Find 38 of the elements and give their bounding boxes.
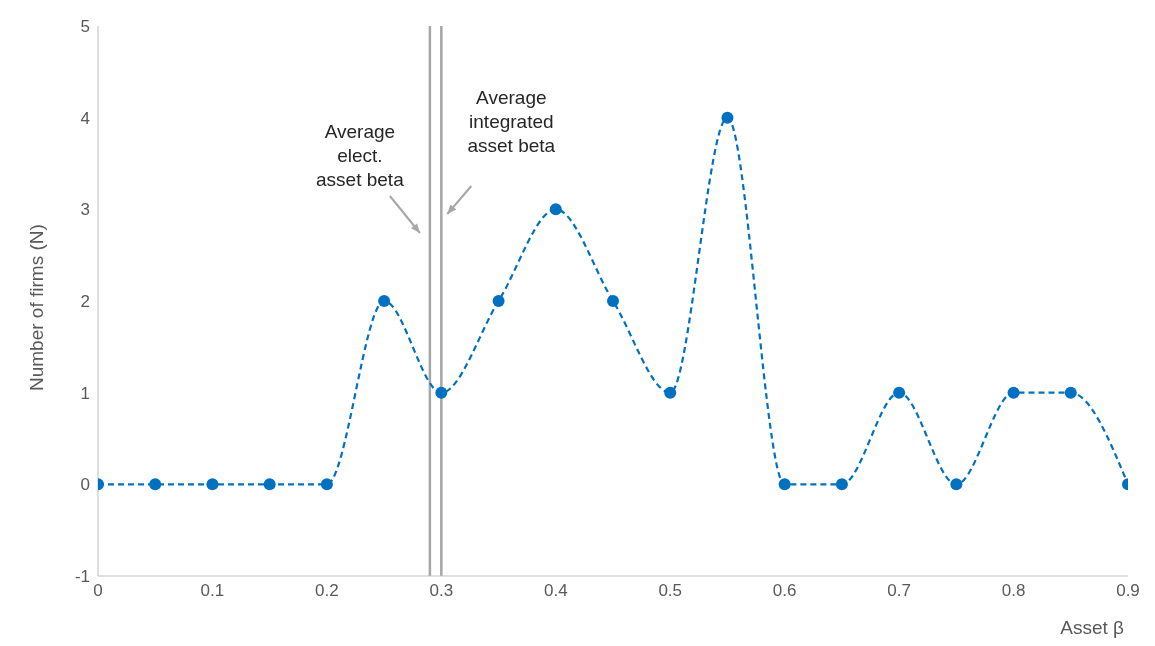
point bbox=[778, 478, 791, 491]
x-axis-title: Asset β bbox=[1060, 617, 1125, 638]
point bbox=[607, 295, 619, 307]
x-tick-label: 0.8 bbox=[1001, 581, 1026, 601]
point bbox=[835, 478, 848, 491]
point bbox=[149, 478, 162, 491]
point bbox=[1064, 386, 1077, 399]
point bbox=[950, 478, 963, 491]
y-tick-label: 3 bbox=[80, 200, 90, 220]
x-tick-label: 0.3 bbox=[429, 581, 454, 601]
point bbox=[549, 203, 562, 216]
ref-line-label: Average elect. asset beta bbox=[316, 121, 405, 190]
y-tick-label: -1 bbox=[74, 567, 90, 587]
point bbox=[435, 386, 448, 399]
y-tick-label: 0 bbox=[80, 475, 90, 495]
point bbox=[320, 478, 333, 491]
x-tick-label: 0.7 bbox=[887, 581, 911, 601]
x-tick-label: 0 bbox=[93, 581, 103, 601]
y-tick-label: 2 bbox=[80, 292, 90, 312]
x-tick-label: 0.1 bbox=[200, 581, 225, 601]
point bbox=[1007, 386, 1020, 399]
point bbox=[893, 386, 906, 399]
y-tick-label: 4 bbox=[80, 108, 90, 128]
x-tick-label: 0.4 bbox=[543, 581, 568, 601]
point bbox=[492, 295, 505, 307]
y-tick-label: 5 bbox=[80, 17, 90, 37]
x-tick-label: 0.5 bbox=[658, 581, 683, 601]
point bbox=[664, 386, 677, 399]
x-tick-label: 0.6 bbox=[772, 581, 797, 601]
point bbox=[378, 295, 391, 307]
x-tick-label: 0.2 bbox=[315, 581, 339, 601]
point bbox=[721, 111, 734, 124]
ref-line-label: Average integrated asset beta bbox=[467, 87, 556, 156]
y-tick-label: 1 bbox=[80, 383, 90, 403]
point bbox=[206, 478, 219, 491]
point bbox=[263, 478, 276, 491]
y-axis-title: Number of firms (N) bbox=[25, 224, 47, 391]
x-tick-label: 0.9 bbox=[1116, 581, 1140, 601]
